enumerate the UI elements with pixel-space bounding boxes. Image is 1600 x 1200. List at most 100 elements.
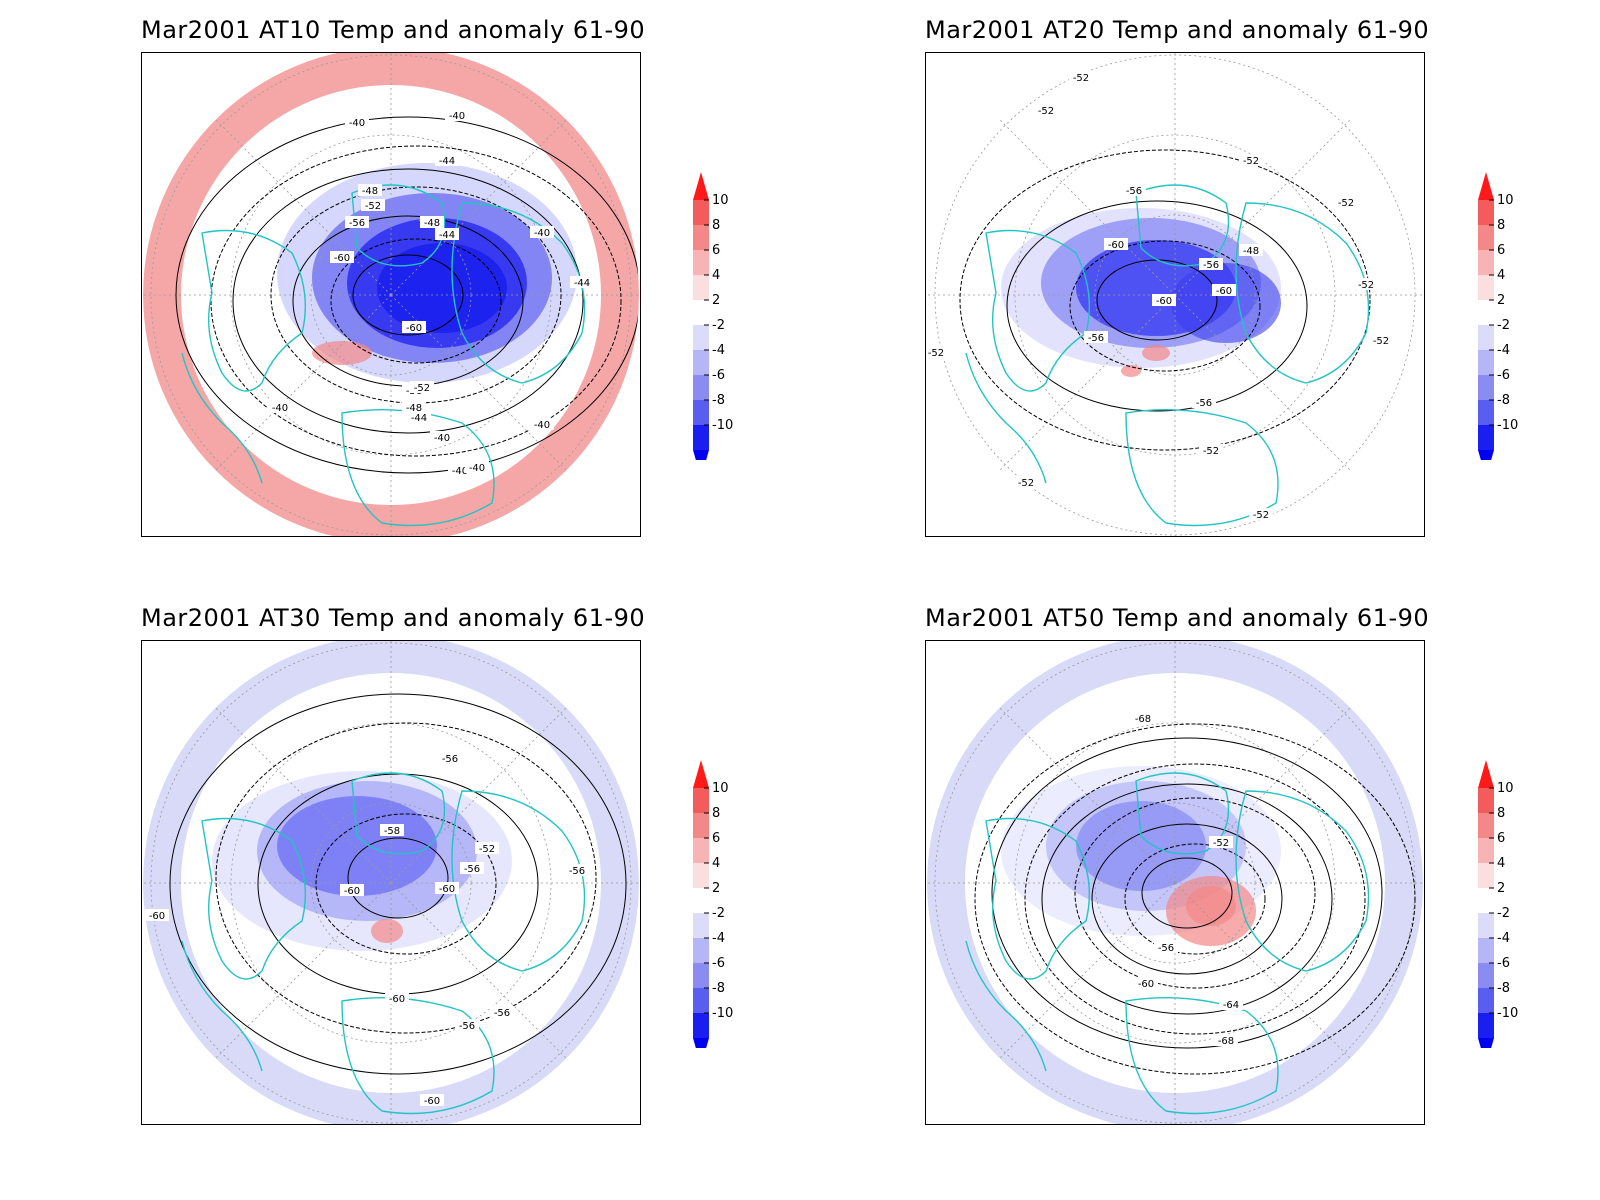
negative-anomaly-shade bbox=[277, 796, 437, 896]
contour-label: -68 bbox=[1218, 1036, 1234, 1047]
contour-label: -56 bbox=[1088, 333, 1104, 344]
colorbar-swatch bbox=[693, 300, 709, 325]
colorbar-label: -2 bbox=[712, 318, 725, 333]
colorbar-label: 6 bbox=[712, 831, 720, 846]
colorbar-label: 4 bbox=[1497, 268, 1505, 283]
contour-label: -52 bbox=[1073, 73, 1089, 84]
contour-label: -48 bbox=[424, 218, 440, 229]
contour-label-bg bbox=[530, 226, 554, 238]
colorbar-label: 4 bbox=[1497, 856, 1505, 871]
contour-label-bg bbox=[1014, 476, 1038, 488]
contour-label-bg bbox=[1192, 396, 1216, 408]
contour-label: -48 bbox=[406, 403, 422, 414]
colorbar-swatch bbox=[1478, 375, 1494, 400]
colorbar-swatch bbox=[693, 838, 709, 863]
colorbar-label: -2 bbox=[712, 906, 725, 921]
coastline bbox=[451, 790, 586, 972]
contour-label: -56 bbox=[464, 864, 480, 875]
contour-label: -40 bbox=[434, 433, 450, 444]
colorbar-label: -8 bbox=[712, 393, 725, 408]
contour-label-bg bbox=[1069, 71, 1093, 83]
contour-label-bg bbox=[1354, 278, 1378, 290]
coastline bbox=[1125, 408, 1279, 527]
coastline bbox=[341, 996, 495, 1115]
coastline bbox=[351, 772, 446, 855]
contour-label-bg bbox=[926, 346, 948, 358]
coastline bbox=[1135, 772, 1230, 855]
contour-label: -52 bbox=[1373, 336, 1389, 347]
temperature-contour bbox=[215, 722, 597, 1034]
contour-label: -52 bbox=[928, 348, 944, 359]
meridian-gridline bbox=[1174, 707, 1351, 884]
contour-label: -60 bbox=[334, 253, 350, 264]
contour-label: -44 bbox=[574, 278, 590, 289]
colorbar-label: 6 bbox=[1497, 243, 1505, 258]
colorbar-swatch bbox=[693, 400, 709, 425]
contour-label-bg bbox=[1134, 977, 1158, 989]
contour-label: -52 bbox=[1358, 280, 1374, 291]
contour-label: -56 bbox=[569, 866, 585, 877]
contour-label: -60 bbox=[1108, 240, 1124, 251]
contour-label-bg bbox=[420, 216, 444, 228]
contour-label-bg bbox=[340, 884, 364, 896]
contour-label-bg bbox=[1104, 238, 1128, 250]
colorbar-swatch bbox=[1478, 888, 1494, 913]
colorbar-swatch bbox=[1478, 813, 1494, 838]
colorbar-swatch bbox=[693, 200, 709, 225]
contour-label-bg bbox=[268, 401, 292, 413]
temperature-contour bbox=[175, 116, 639, 474]
colorbar-label: -8 bbox=[1497, 393, 1510, 408]
coastline bbox=[1235, 202, 1370, 384]
colorbar-label: -4 bbox=[1497, 343, 1510, 358]
contour-label-bg bbox=[1334, 196, 1358, 208]
colorbar-swatch bbox=[693, 350, 709, 375]
contour-label-bg bbox=[420, 1094, 444, 1106]
colorbar-swatch bbox=[1478, 225, 1494, 250]
contour-label-bg bbox=[1154, 941, 1178, 953]
colorbar-swatch bbox=[693, 813, 709, 838]
colorbar-swatch bbox=[693, 988, 709, 1013]
coastline bbox=[201, 817, 306, 980]
colorbar-label: 6 bbox=[1497, 831, 1505, 846]
contour-label-bg bbox=[435, 882, 459, 894]
coastline bbox=[1125, 996, 1279, 1115]
colorbar-label: 10 bbox=[712, 781, 729, 796]
colorbar-label: 2 bbox=[712, 881, 720, 896]
contour-label: -52 bbox=[1203, 446, 1219, 457]
contour-label-bg bbox=[435, 228, 459, 240]
contour-label: -52 bbox=[365, 201, 381, 212]
positive-anomaly-shade bbox=[1186, 886, 1236, 926]
contour-label: -44 bbox=[411, 413, 427, 424]
colorbar-label: 2 bbox=[1497, 293, 1505, 308]
temperature-contour bbox=[1041, 783, 1333, 1015]
contour-label: -44 bbox=[439, 156, 455, 167]
colorbar-swatch bbox=[1478, 350, 1494, 375]
colorbar-label: 8 bbox=[1497, 806, 1505, 821]
colorbar-swatch bbox=[693, 425, 709, 450]
contour-label: -60 bbox=[424, 1096, 440, 1107]
contour-label-bg bbox=[1209, 836, 1233, 848]
contour-label-bg bbox=[1122, 184, 1146, 196]
contour-label-bg bbox=[1369, 334, 1393, 346]
colorbar-swatch bbox=[693, 888, 709, 913]
colorbar-label: -6 bbox=[712, 956, 725, 971]
colorbar-label: 8 bbox=[712, 218, 720, 233]
colorbar-swatch bbox=[1478, 788, 1494, 813]
contour-label: -40 bbox=[534, 228, 550, 239]
temperature-contour bbox=[1006, 200, 1308, 412]
contour-label-bg bbox=[530, 418, 554, 430]
contour-label-bg bbox=[145, 909, 169, 921]
colorbar-label: 8 bbox=[1497, 218, 1505, 233]
colorbar-swatch bbox=[1478, 325, 1494, 350]
colorbar-label: 8 bbox=[712, 806, 720, 821]
contour-label-bg bbox=[1219, 998, 1243, 1010]
temperature-contour bbox=[1069, 240, 1261, 372]
contour-label: -68 bbox=[1135, 714, 1151, 725]
temperature-contour bbox=[1124, 843, 1266, 955]
contour-label: -56 bbox=[1196, 398, 1212, 409]
colorbar-label: -10 bbox=[1497, 418, 1518, 433]
contour-label-bg bbox=[358, 184, 382, 196]
positive-anomaly-shade bbox=[371, 919, 403, 943]
colorbar-swatch bbox=[1478, 300, 1494, 325]
colorbar-swatch bbox=[1478, 938, 1494, 963]
